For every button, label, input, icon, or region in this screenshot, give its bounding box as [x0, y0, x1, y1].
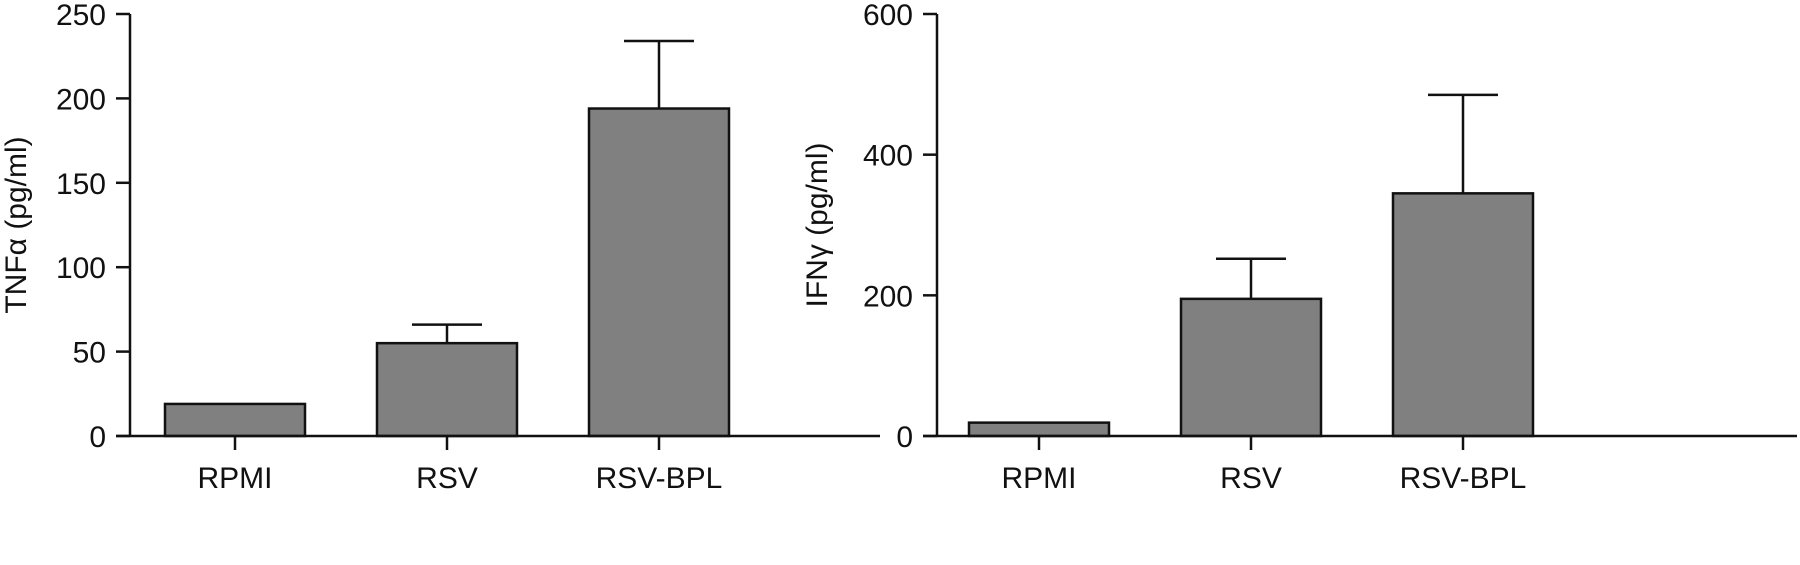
bar-rpmi	[163, 402, 307, 438]
y-axis-title: IFNγ (pg/ml)	[801, 143, 834, 308]
x-tick-label: RPMI	[198, 462, 273, 495]
y-axis-title: TNFα (pg/ml)	[0, 136, 33, 313]
y-tick-label: 250	[56, 0, 106, 32]
bar-rsv	[375, 341, 519, 438]
y-tick-label: 100	[56, 252, 106, 285]
y-tick-label: 200	[56, 83, 106, 116]
bar-rpmi	[967, 421, 1111, 438]
bar-rsv	[1179, 297, 1323, 438]
y-tick-label: 50	[73, 337, 106, 370]
bar-rsv-bpl	[587, 107, 731, 438]
y-tick-label: 200	[863, 280, 913, 313]
y-tick-label: 0	[896, 421, 913, 454]
bar-rsv-bpl	[1391, 192, 1535, 438]
y-tick-label: 150	[56, 168, 106, 201]
y-tick-label: 400	[863, 140, 913, 173]
ifn-gamma-chart: 0 200 400 600 RPMI RSV RSV-BPL IFNγ (pg/ml)	[801, 0, 1797, 495]
x-tick-label: RPMI	[1002, 462, 1077, 495]
x-tick-label: RSV-BPL	[1400, 462, 1527, 495]
x-tick-label: RSV-BPL	[596, 462, 723, 495]
x-tick-label: RSV	[416, 462, 478, 495]
y-tick-label: 600	[863, 0, 913, 32]
y-tick-label: 0	[89, 421, 106, 454]
x-tick-label: RSV	[1220, 462, 1282, 495]
tnf-alpha-chart: 0 50 100 150 200 250 RPMI RSV RSV-BPL TNFα (pg/ml…	[0, 0, 880, 495]
